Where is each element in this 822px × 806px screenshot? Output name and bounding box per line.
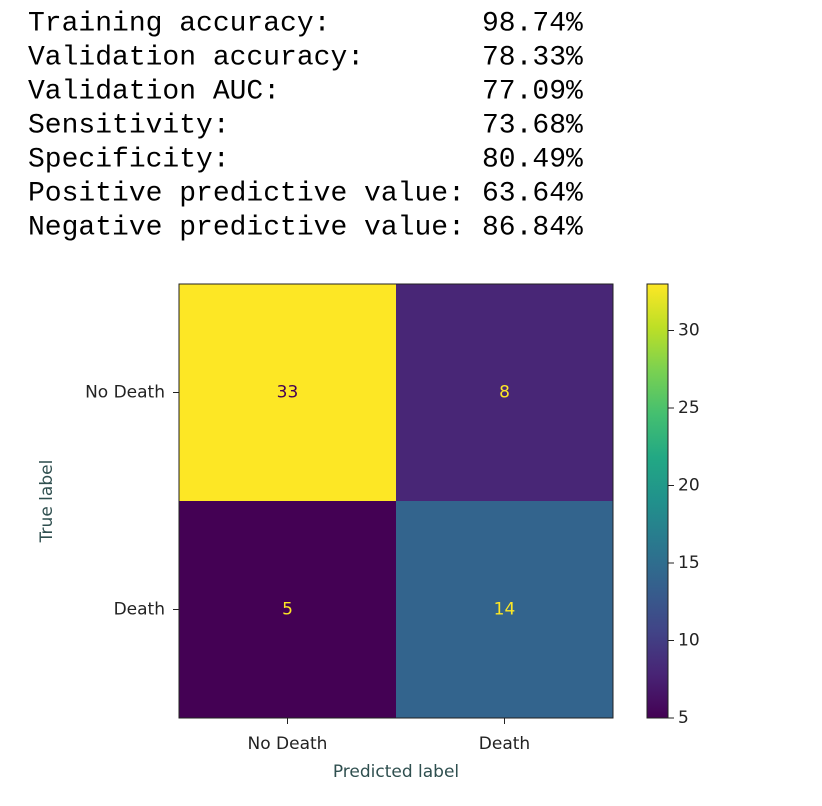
metric-value: 80.49% bbox=[482, 144, 583, 175]
metric-label: Sensitivity: bbox=[28, 110, 230, 141]
colorbar bbox=[646, 283, 669, 719]
cell-label: 14 bbox=[494, 600, 516, 620]
metric-value: 77.09% bbox=[482, 76, 583, 107]
metric-label: Validation AUC: bbox=[28, 76, 280, 107]
heatmap-cell bbox=[396, 501, 613, 718]
colorbar-tick-label: 5 bbox=[678, 708, 689, 728]
metric-label: Validation accuracy: bbox=[28, 42, 364, 73]
metric-value: 73.68% bbox=[482, 110, 583, 141]
metric-value: 78.33% bbox=[482, 42, 583, 73]
metric-label: Positive predictive value: bbox=[28, 178, 465, 209]
x-tick-label: No Death bbox=[248, 734, 328, 754]
metric-label: Training accuracy: bbox=[28, 8, 330, 39]
metric-label: Negative predictive value: bbox=[28, 212, 465, 243]
metric-value: 63.64% bbox=[482, 178, 583, 209]
colorbar-tick-label: 30 bbox=[678, 321, 700, 341]
colorbar-tick-label: 20 bbox=[678, 476, 700, 496]
y-axis-label: True label bbox=[37, 460, 57, 544]
colorbar-tick-label: 15 bbox=[678, 553, 700, 573]
cell-label: 8 bbox=[499, 383, 510, 403]
x-axis-label: Predicted label bbox=[333, 762, 459, 782]
x-tick-label: Death bbox=[479, 734, 530, 754]
heatmap-cell bbox=[396, 284, 613, 501]
metric-value: 86.84% bbox=[482, 212, 583, 243]
metric-label: Specificity: bbox=[28, 144, 230, 175]
y-tick-label: Death bbox=[114, 600, 165, 620]
heatmap-cell bbox=[179, 284, 396, 501]
heatmap-cell bbox=[179, 501, 396, 718]
metric-value: 98.74% bbox=[482, 8, 583, 39]
colorbar-tick-label: 25 bbox=[678, 398, 700, 418]
colorbar-tick-label: 10 bbox=[678, 631, 700, 651]
y-tick-label: No Death bbox=[85, 383, 165, 403]
plot-frame bbox=[178, 283, 614, 719]
cell-label: 33 bbox=[277, 383, 299, 403]
cell-label: 5 bbox=[282, 600, 293, 620]
